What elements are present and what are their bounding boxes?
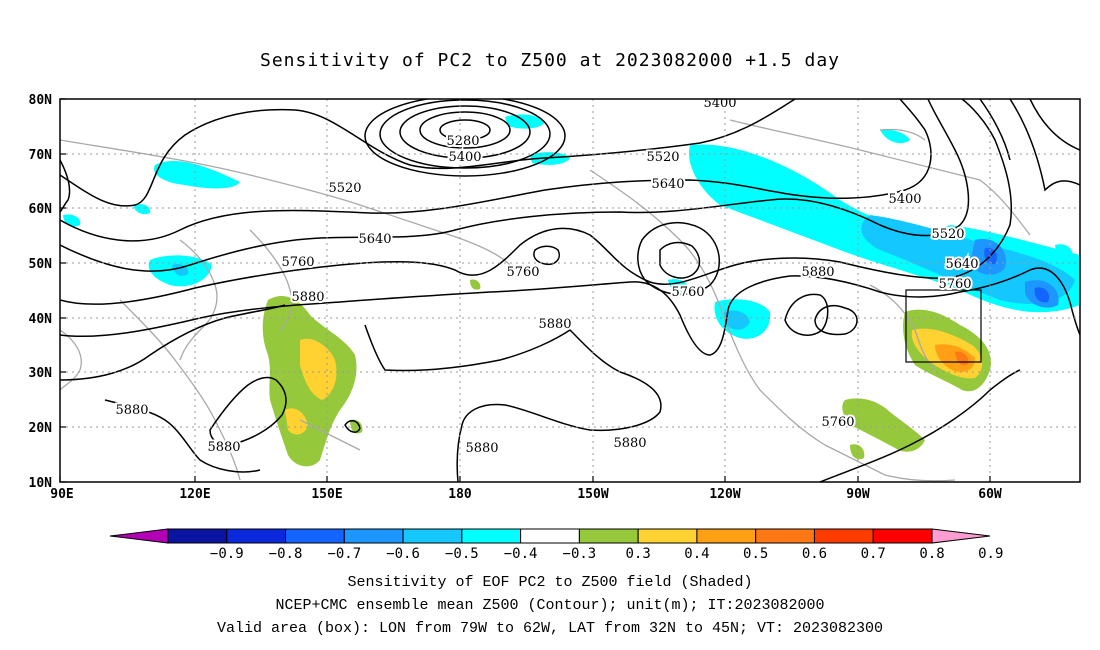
contour-label: 5520 (328, 181, 361, 196)
colorbar-label: 0.7 (861, 546, 886, 562)
shade-positive (470, 279, 481, 290)
map-title: Sensitivity of PC2 to Z500 at 2023082000… (259, 50, 840, 71)
contour-labels: 5400 5280 5400 5520 5520 5640 5400 5520 … (113, 96, 980, 458)
axis-ticks (59, 98, 991, 483)
colorbar-min-extend (109, 528, 169, 544)
colorbar-label: 0.5 (743, 546, 768, 562)
shading-layer (63, 114, 1080, 467)
contour-label: 5640 (945, 257, 978, 272)
colorbar-label: 0.8 (919, 546, 944, 562)
contour-label: 5400 (448, 150, 481, 165)
contour-label: 5880 (801, 265, 834, 280)
colorbar-swatch (813, 528, 874, 544)
contour-label: 5640 (358, 232, 391, 247)
colorbar-max-extend (931, 528, 991, 544)
caption-contour: NCEP+CMC ensemble mean Z500 (Contour); u… (275, 597, 825, 614)
lat-label: 20N (29, 421, 53, 436)
colorbar-label: 0.9 (978, 546, 1003, 562)
colorbar-swatch (343, 528, 404, 544)
lon-label: 180 (448, 487, 472, 502)
colorbar-label: −0.4 (504, 546, 538, 562)
valid-area-box (905, 289, 982, 363)
lat-label: 30N (29, 366, 53, 381)
colorbar-label: −0.9 (210, 546, 244, 562)
lat-label: 10N (29, 476, 53, 491)
contour-label: 5280 (446, 134, 479, 149)
lon-label: 150E (311, 487, 342, 502)
contour-label: 5640 (651, 177, 684, 192)
shade-negative (1034, 287, 1050, 303)
lon-label: 90W (846, 487, 870, 502)
shade-positive (842, 398, 925, 452)
colorbar-label: −0.8 (269, 546, 303, 562)
colorbar-swatch (285, 528, 345, 544)
colorbar-label: 0.3 (626, 546, 651, 562)
colorbar-label: −0.7 (327, 546, 361, 562)
contour-label: 5880 (207, 440, 240, 455)
colorbar-label: 0.4 (684, 546, 709, 562)
lat-label: 40N (29, 312, 53, 327)
lon-labels: 90E 120E 150E 180 150W 120W 90W 60W (50, 487, 1002, 502)
shade-positive (285, 408, 308, 435)
colorbar-label: 0.6 (802, 546, 827, 562)
contour-label: 5880 (465, 441, 498, 456)
colorbar-swatch (578, 528, 639, 544)
caption-shading: Sensitivity of EOF PC2 to Z500 field (Sh… (347, 574, 753, 591)
shade-negative (880, 129, 910, 144)
colorbar-swatch (637, 528, 698, 544)
contour-label: 5760 (281, 255, 314, 270)
graticule (60, 99, 1080, 482)
contour-label: 5880 (115, 403, 148, 418)
contour-label: 5520 (931, 227, 964, 242)
map-frame (59, 98, 1081, 483)
contour-label: 5880 (291, 290, 324, 305)
shade-negative (154, 161, 240, 189)
shade-negative (133, 203, 151, 215)
contour-label: 5880 (538, 317, 571, 332)
caption-valid-area: Valid area (box): LON from 79W to 62W, L… (216, 620, 884, 637)
colorbar-swatch (872, 528, 933, 544)
colorbar-label: −0.6 (386, 546, 420, 562)
shade-negative (1055, 244, 1073, 259)
colorbar: −0.9 −0.8 −0.7 −0.6 −0.5 −0.4 −0.3 0.3 0.4 0.5 0.6… (109, 528, 1003, 562)
lon-label: 120W (709, 487, 740, 502)
colorbar-swatch (226, 528, 287, 544)
contour-label: 5400 (888, 192, 921, 207)
shade-positive (300, 338, 337, 400)
colorbar-swatch (461, 528, 522, 544)
shade-negative (63, 214, 81, 227)
lon-label: 120E (179, 487, 210, 502)
colorbar-label: −0.5 (445, 546, 479, 562)
colorbar-swatch (696, 528, 757, 544)
shade-negative (861, 215, 1075, 304)
contour-label: 5760 (821, 415, 854, 430)
lat-label: 70N (29, 148, 53, 163)
contour-label: 5760 (671, 285, 704, 300)
lat-label: 80N (29, 93, 53, 108)
contour-label: 5760 (506, 265, 539, 280)
contour-label: 5880 (613, 436, 646, 451)
colorbar-label: −0.3 (563, 546, 597, 562)
lon-label: 150W (577, 487, 608, 502)
contour-label: 5520 (646, 150, 679, 165)
z500-contours (60, 99, 1080, 482)
colorbar-swatch (402, 528, 463, 544)
lat-label: 60N (29, 202, 53, 217)
lat-label: 50N (29, 257, 53, 272)
shade-positive (270, 378, 289, 399)
shade-positive (850, 444, 865, 460)
colorbar-swatch (520, 528, 580, 544)
lat-labels: 80N 70N 60N 50N 40N 30N 20N 10N (29, 93, 53, 491)
lon-label: 60W (978, 487, 1002, 502)
contour-label: 5400 (703, 96, 736, 111)
shade-negative (724, 310, 750, 330)
colorbar-swatch (755, 528, 815, 544)
lon-label: 90E (50, 487, 73, 502)
colorbar-swatch (167, 528, 228, 544)
contour-label: 5760 (938, 277, 971, 292)
